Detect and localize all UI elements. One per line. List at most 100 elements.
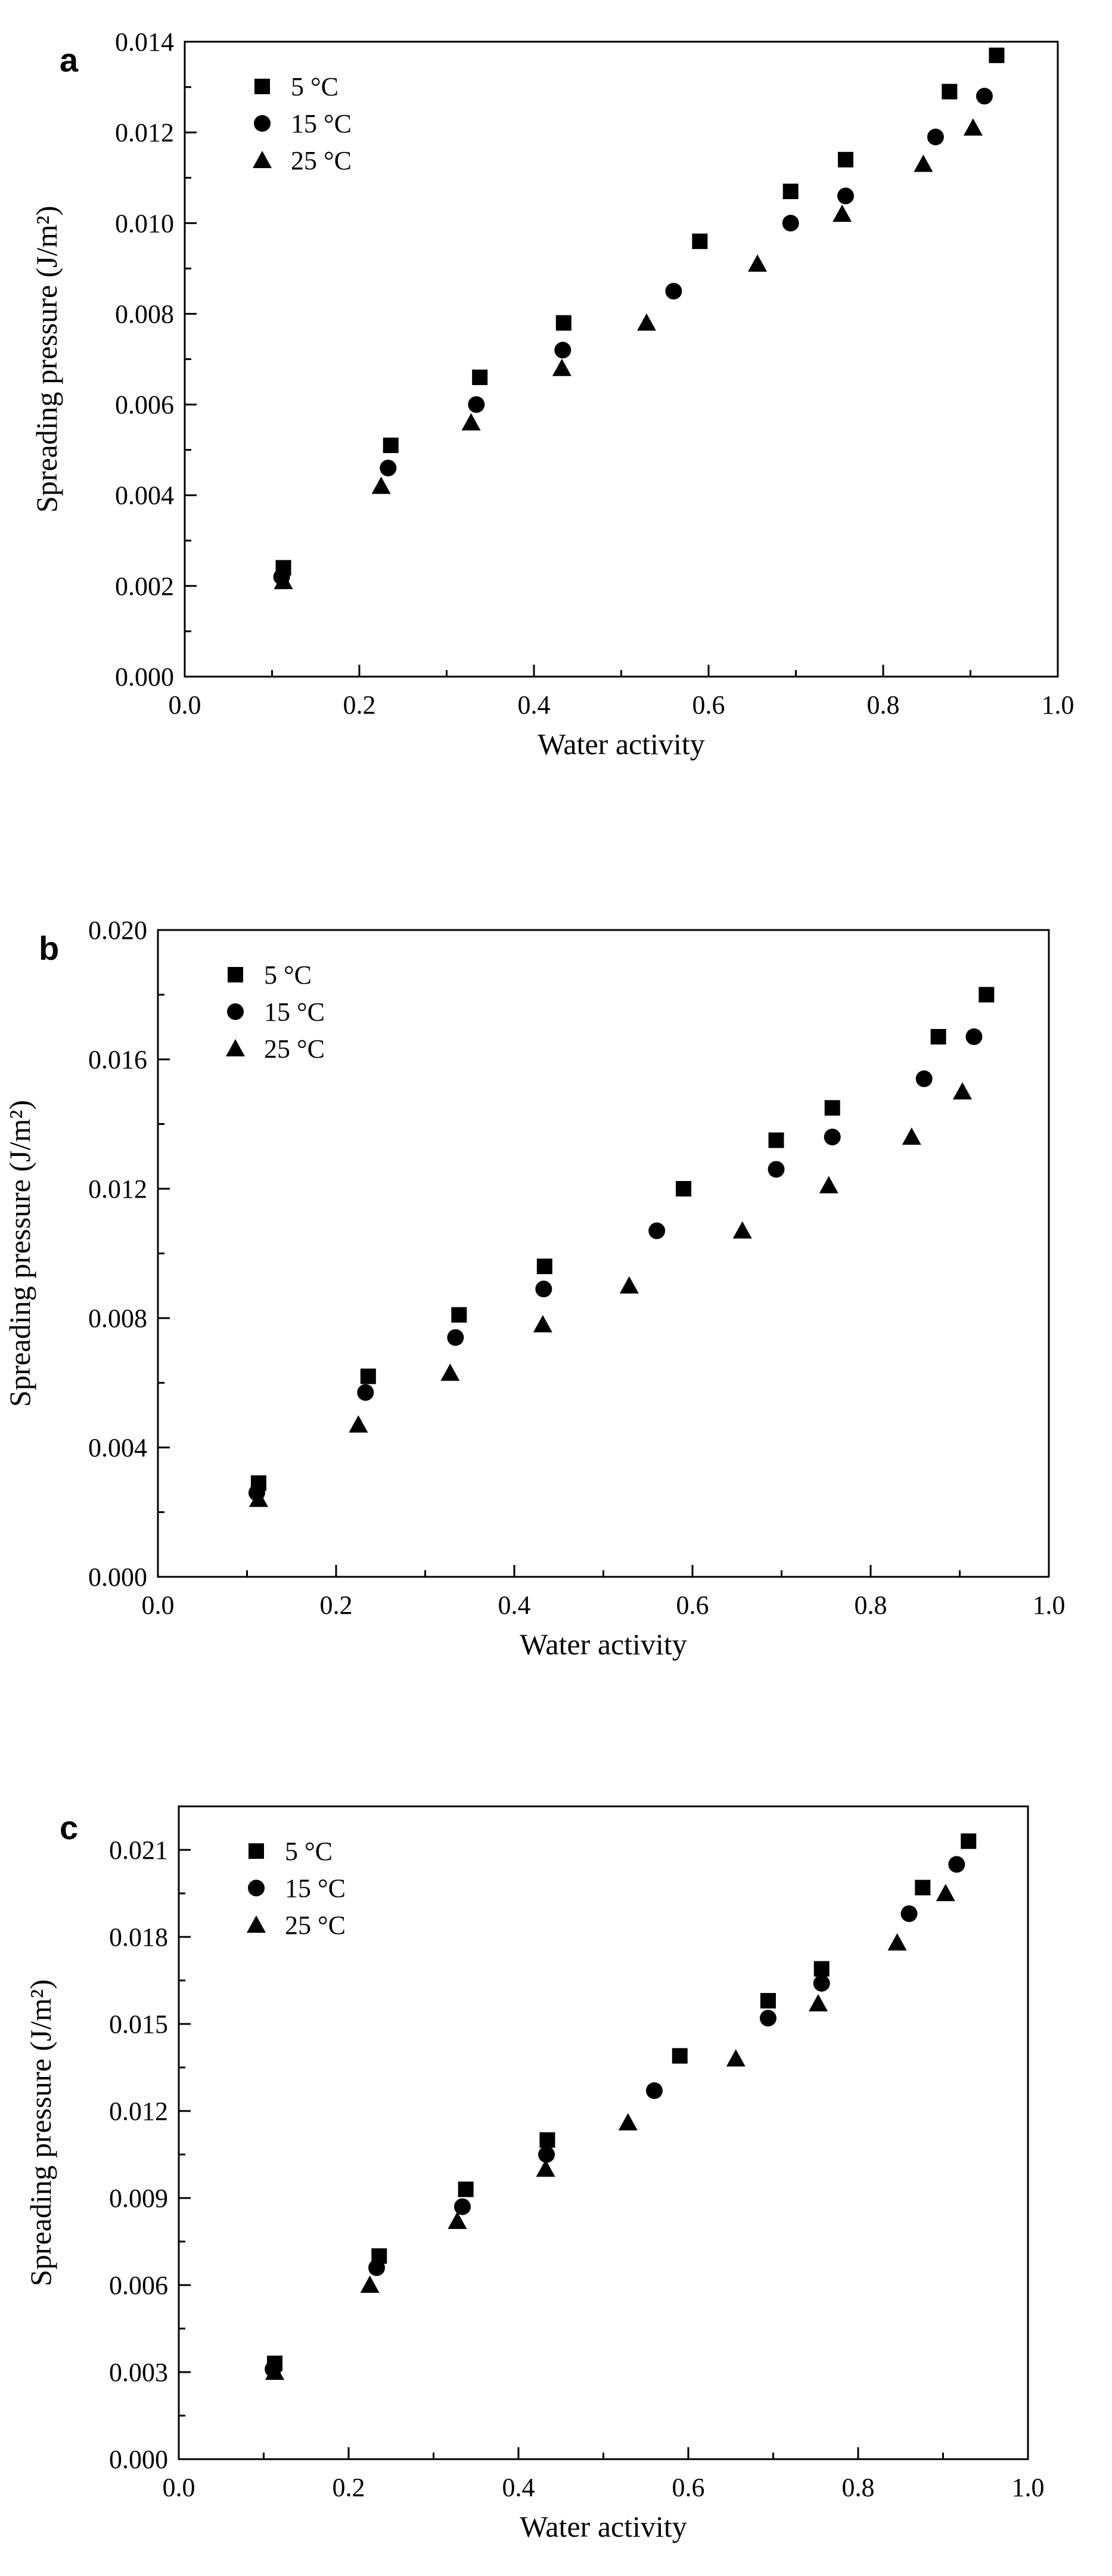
data-point: [824, 1129, 841, 1146]
data-point: [536, 2159, 555, 2177]
legend-label: 25 °C: [264, 1034, 325, 1064]
x-tick-label: 0.6: [676, 1591, 709, 1620]
legend-marker: [254, 79, 270, 94]
data-point: [768, 1161, 785, 1178]
data-point: [782, 184, 799, 200]
panel-label: b: [39, 929, 59, 967]
data-point: [813, 1974, 830, 1992]
data-point: [451, 1307, 467, 1323]
x-tick-label: 1.0: [1042, 690, 1074, 720]
x-tick-label: 0.6: [672, 2473, 705, 2502]
legend-marker: [248, 1880, 265, 1896]
x-tick-label: 1.0: [1012, 2473, 1045, 2502]
data-point: [813, 1961, 830, 1977]
y-axis-label: Spreading pressure (J/m²): [30, 206, 63, 513]
legend-marker: [247, 1915, 266, 1933]
legend: 5 °C 15 °C 25 °C: [253, 72, 352, 175]
data-point: [360, 1368, 376, 1384]
data-point: [833, 204, 852, 222]
data-point: [454, 2198, 471, 2215]
y-tick-label: 0.002: [115, 572, 174, 601]
data-point: [349, 1415, 368, 1433]
y-axis-label: Spreading pressure (J/m²): [3, 1100, 36, 1407]
y-tick-label: 0.020: [88, 916, 147, 945]
data-point: [448, 2211, 467, 2229]
series-circle: [265, 1856, 965, 2378]
legend-label: 15 °C: [291, 109, 352, 138]
data-point: [979, 987, 995, 1003]
data-point: [665, 283, 682, 300]
data-point: [948, 1856, 965, 1873]
data-point: [249, 1489, 268, 1507]
y-tick-label: 0.012: [115, 118, 174, 147]
data-point: [383, 438, 399, 454]
data-point: [672, 2048, 688, 2064]
y-axis-label: Spreading pressure (J/m²): [24, 1979, 57, 2286]
data-point: [440, 1363, 460, 1381]
y-tick-label: 0.000: [109, 2445, 168, 2474]
data-point: [952, 1082, 972, 1100]
x-tick-label: 0.4: [502, 2473, 535, 2502]
x-tick-label: 0.0: [169, 690, 201, 720]
y-tick-label: 0.006: [109, 2271, 168, 2300]
series-circle: [273, 88, 993, 585]
y-tick-label: 0.000: [88, 1563, 147, 1592]
panel-label: a: [60, 41, 79, 79]
data-point: [927, 128, 944, 145]
y-tick-label: 0.012: [109, 2097, 168, 2126]
data-point: [552, 358, 571, 376]
x-tick-label: 0.6: [692, 690, 725, 720]
x-tick-label: 0.2: [333, 2473, 365, 2502]
x-tick-label: 0.0: [163, 2473, 195, 2502]
x-tick-label: 1.0: [1033, 1591, 1066, 1620]
legend-label: 5 °C: [291, 72, 338, 101]
data-point: [535, 1281, 552, 1298]
data-point: [554, 342, 571, 359]
y-tick-label: 0.006: [115, 390, 174, 420]
y-tick-label: 0.010: [115, 209, 174, 238]
x-tick-label: 0.8: [867, 690, 900, 720]
series-triangle: [265, 1884, 955, 2380]
data-point: [782, 215, 799, 232]
x-axis-label: Water activity: [520, 1628, 687, 1661]
data-point: [915, 1070, 933, 1087]
data-point: [536, 1258, 552, 1275]
x-tick-label: 0.2: [320, 1591, 353, 1620]
data-point: [360, 2276, 380, 2293]
legend-marker: [254, 115, 271, 132]
y-tick-label: 0.000: [115, 662, 174, 692]
data-point: [902, 1127, 921, 1145]
series-square: [275, 47, 1005, 576]
data-point: [914, 154, 933, 172]
data-point: [636, 313, 656, 331]
data-point: [760, 1993, 776, 2009]
data-point: [768, 1132, 784, 1148]
data-point: [538, 2146, 555, 2163]
chart-panel-c: 0.0 0.2 0.4 0.6 0.8 1.0 0.000 0.003 0.006 0.009 0.…: [24, 1805, 1045, 2543]
data-point: [900, 1905, 918, 1923]
data-point: [458, 2181, 474, 2197]
data-point: [989, 47, 1005, 63]
data-point: [265, 2363, 285, 2380]
data-point: [368, 2259, 386, 2276]
data-point: [357, 1384, 374, 1401]
y-tick-label: 0.004: [88, 1433, 147, 1462]
data-point: [809, 1994, 828, 2011]
x-tick-label: 0.2: [343, 690, 376, 720]
chart-panel-b: 0.0 0.2 0.4 0.6 0.8 1.0 0.000 0.004 0.008 0.012 0.…: [3, 916, 1066, 1661]
y-tick-label: 0.009: [109, 2184, 168, 2213]
x-tick-label: 0.4: [498, 1591, 531, 1620]
data-point: [555, 315, 571, 331]
legend-marker: [227, 1003, 244, 1020]
data-point: [819, 1176, 838, 1194]
data-point: [936, 1884, 955, 1901]
data-point: [837, 187, 855, 204]
data-point: [887, 1933, 907, 1951]
data-point: [619, 1276, 639, 1294]
y-tick-label: 0.014: [115, 27, 174, 57]
data-point: [824, 1100, 840, 1116]
data-point: [533, 1315, 552, 1332]
data-point: [930, 1029, 946, 1045]
data-point: [618, 2113, 638, 2131]
